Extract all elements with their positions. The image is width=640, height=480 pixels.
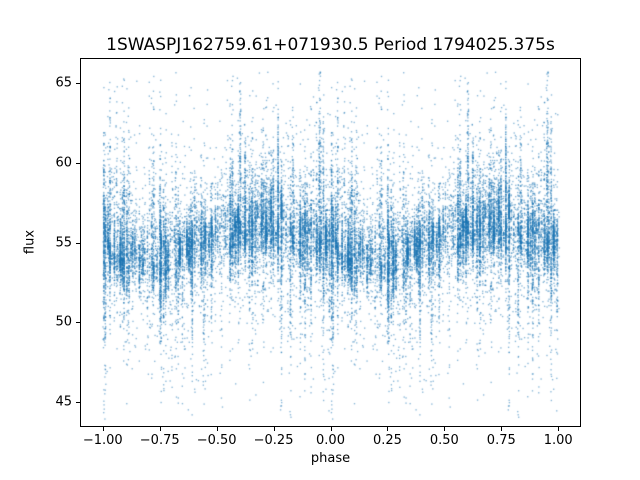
y-tick-label: 65: [55, 75, 72, 91]
scatter-points-canvas: [80, 58, 581, 427]
x-tick-mark: [273, 427, 275, 431]
y-tick-mark: [76, 322, 80, 324]
x-tick-mark: [501, 427, 503, 431]
y-tick-label: 45: [55, 394, 72, 410]
x-tick-mark: [558, 427, 560, 431]
chart-title: 1SWASPJ162759.61+071930.5 Period 1794025…: [106, 35, 555, 55]
x-tick-label: 0.50: [429, 433, 459, 448]
x-tick-mark: [216, 427, 218, 431]
y-tick-mark: [76, 401, 80, 403]
x-tick-label: −1.00: [82, 433, 123, 448]
y-tick-mark: [76, 83, 80, 85]
x-axis-label: phase: [310, 451, 351, 466]
y-axis-label: flux: [22, 229, 38, 255]
y-tick-label: 55: [55, 235, 72, 250]
x-tick-mark: [159, 427, 161, 431]
x-tick-label: 0.75: [486, 433, 516, 448]
x-tick-label: −0.50: [196, 433, 237, 448]
y-tick-mark: [76, 162, 80, 164]
y-tick-label: 50: [55, 314, 72, 330]
x-tick-label: 0.00: [316, 433, 345, 448]
x-tick-label: 1.00: [543, 433, 573, 448]
x-tick-label: −0.75: [139, 433, 180, 448]
x-tick-mark: [444, 427, 446, 431]
x-tick-mark: [330, 427, 332, 431]
x-tick-mark: [387, 427, 389, 431]
x-tick-label: −0.25: [253, 433, 294, 448]
y-tick-label: 60: [55, 155, 72, 171]
x-tick-label: 0.25: [372, 433, 402, 448]
y-tick-mark: [76, 242, 80, 244]
x-tick-mark: [102, 427, 104, 431]
